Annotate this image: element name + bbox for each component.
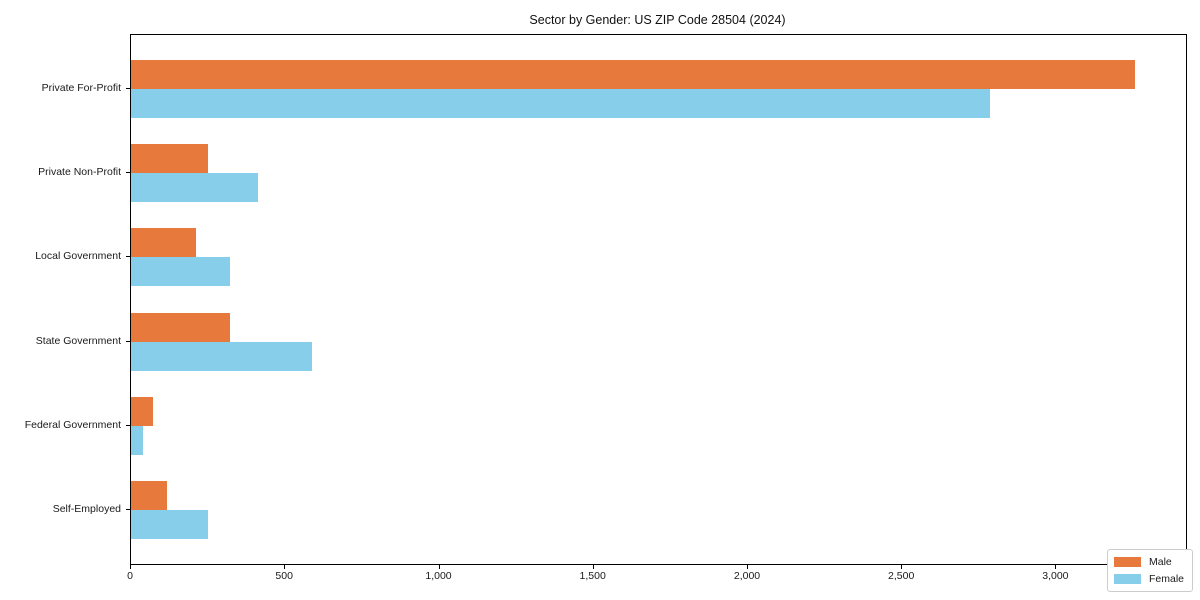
bar-male-private-non-profit (131, 144, 209, 174)
bar-male-local-government (131, 228, 196, 258)
bar-female-local-government (131, 257, 230, 287)
legend-label-female: Female (1149, 573, 1185, 585)
bar-female-federal-government (131, 425, 144, 455)
bar-female-self-employed (131, 510, 209, 539)
x-tick-label-1500: 1,500 (579, 570, 606, 582)
y-tick-mark (125, 172, 130, 174)
y-tick-label-private-non-profit: Private Non-Profit (38, 166, 121, 179)
x-tick-mark (1055, 564, 1057, 569)
y-tick-label-federal-government: Federal Government (24, 418, 121, 431)
y-tick-mark (125, 256, 130, 258)
y-tick-label-state-government: State Government (35, 334, 121, 347)
legend-label-male: Male (1149, 556, 1172, 568)
x-tick-label-0: 0 (127, 570, 133, 582)
y-tick-mark (125, 340, 130, 342)
x-tick-mark (284, 564, 286, 569)
legend: Male Female (1107, 549, 1193, 592)
x-tick-mark (130, 564, 131, 569)
y-tick-mark (125, 424, 130, 426)
x-tick-label-500: 500 (275, 570, 293, 582)
bar-male-private-for-profit (131, 60, 1136, 89)
x-tick-mark (438, 564, 440, 569)
bar-female-state-government (131, 341, 312, 371)
bar-male-self-employed (131, 481, 167, 510)
y-tick-label-self-employed: Self-Employed (52, 503, 121, 515)
legend-item-female: Female (1114, 573, 1184, 585)
x-tick-label-2000: 2,000 (733, 570, 761, 582)
bar-male-federal-government (131, 396, 153, 426)
bar-female-private-for-profit (131, 89, 991, 118)
legend-item-male: Male (1114, 556, 1184, 568)
x-tick-mark (901, 564, 903, 569)
y-tick-mark (125, 509, 130, 510)
legend-swatch-male (1114, 557, 1141, 567)
x-tick-label-1000: 1,000 (425, 570, 452, 582)
legend-swatch-female (1114, 574, 1141, 584)
y-tick-mark (125, 88, 130, 89)
y-tick-label-local-government: Local Government (35, 250, 121, 263)
bar-female-private-non-profit (131, 173, 258, 203)
x-tick-label-3000: 3,000 (1042, 570, 1069, 582)
y-tick-label-private-for-profit: Private For-Profit (41, 82, 121, 94)
x-tick-mark (747, 564, 748, 569)
chart-title: Sector by Gender: US ZIP Code 28504 (202… (529, 13, 786, 27)
x-tick-mark (592, 564, 594, 569)
plot-area (130, 34, 1187, 565)
x-tick-label-2500: 2,500 (888, 570, 915, 582)
bar-male-state-government (131, 312, 230, 342)
